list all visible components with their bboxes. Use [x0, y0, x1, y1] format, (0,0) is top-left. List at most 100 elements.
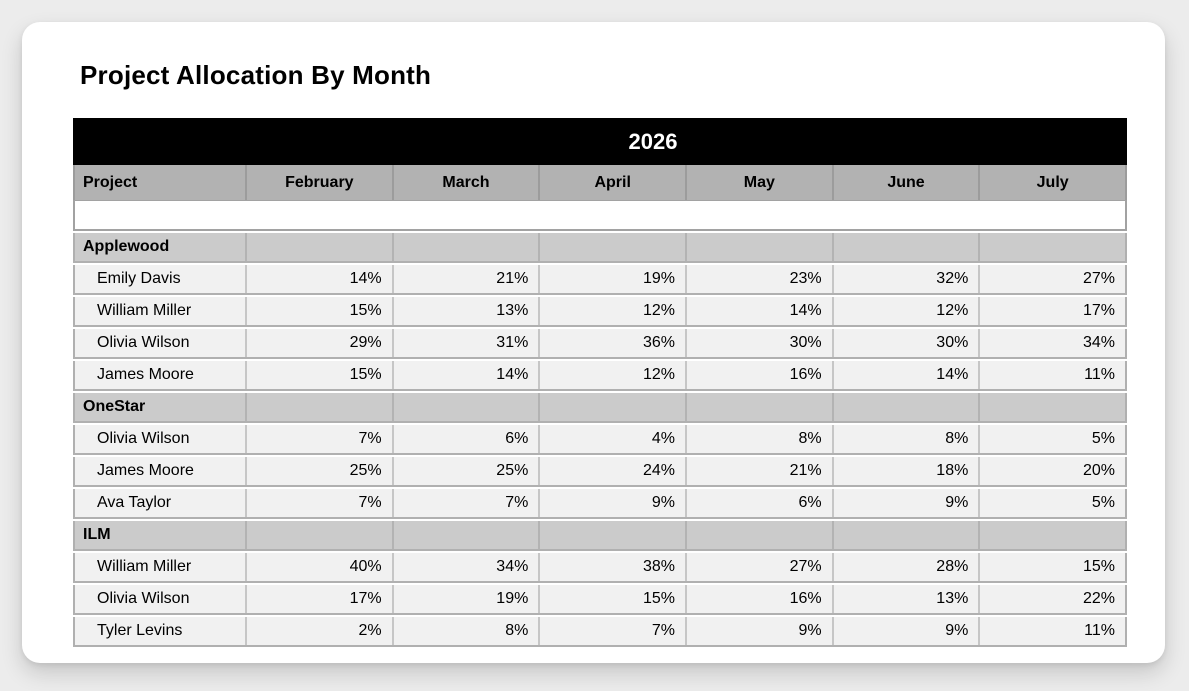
member-name-cell: Tyler Levins	[97, 622, 183, 639]
group-name-cell: ILM	[83, 526, 111, 543]
allocation-value-cell: 38%	[538, 553, 685, 581]
allocation-value-cell: 11%	[978, 361, 1125, 389]
group-empty-cell	[538, 233, 685, 261]
group-row: ILM	[73, 521, 1127, 551]
allocation-value-cell: 6%	[685, 489, 832, 517]
group-empty-cell	[685, 393, 832, 421]
member-row: Tyler Levins 2% 8% 7% 9% 9% 11%	[73, 617, 1127, 647]
allocation-value-cell: 11%	[978, 617, 1125, 645]
column-header-may: May	[685, 165, 832, 200]
allocation-value-cell: 6%	[391, 425, 539, 453]
column-header-april: April	[538, 165, 685, 200]
group-empty-cell	[245, 393, 392, 421]
allocation-value-cell: 9%	[685, 617, 832, 645]
allocation-value-cell: 14%	[245, 265, 392, 293]
year-header-band: 2026	[73, 118, 1127, 165]
allocation-value-cell: 9%	[538, 489, 685, 517]
member-name-cell: William Miller	[97, 302, 192, 319]
table-body: Applewood Emily Davis 14% 21% 19% 23% 32% 27% Wi…	[73, 233, 1127, 647]
allocation-value-cell: 27%	[978, 265, 1125, 293]
group-empty-cell	[831, 233, 979, 261]
allocation-value-cell: 28%	[831, 553, 979, 581]
allocation-value-cell: 4%	[538, 425, 685, 453]
column-header-june: June	[831, 165, 979, 200]
allocation-value-cell: 12%	[831, 297, 979, 325]
allocation-value-cell: 9%	[831, 489, 979, 517]
allocation-value-cell: 7%	[245, 489, 392, 517]
allocation-value-cell: 9%	[831, 617, 979, 645]
page-title: Project Allocation By Month	[80, 60, 432, 90]
column-header-march: March	[391, 165, 539, 200]
allocation-value-cell: 20%	[978, 457, 1125, 485]
allocation-value-cell: 15%	[245, 297, 392, 325]
group-empty-cell	[978, 393, 1125, 421]
group-empty-cell	[245, 233, 392, 261]
allocation-value-cell: 30%	[685, 329, 832, 357]
allocation-value-cell: 7%	[538, 617, 685, 645]
member-name-cell: Olivia Wilson	[97, 590, 190, 607]
allocation-value-cell: 18%	[831, 457, 979, 485]
group-empty-cell	[831, 393, 979, 421]
member-row: Olivia Wilson 29% 31% 36% 30% 30% 34%	[73, 329, 1127, 359]
content-card: Project Allocation By Month 2026 Project…	[22, 22, 1165, 663]
allocation-value-cell: 17%	[978, 297, 1125, 325]
group-empty-cell	[538, 393, 685, 421]
group-empty-cell	[391, 233, 539, 261]
allocation-value-cell: 16%	[685, 361, 832, 389]
allocation-value-cell: 24%	[538, 457, 685, 485]
allocation-value-cell: 30%	[831, 329, 979, 357]
allocation-value-cell: 23%	[685, 265, 832, 293]
group-row: OneStar	[73, 393, 1127, 423]
member-name-cell: Ava Taylor	[97, 494, 172, 511]
allocation-value-cell: 15%	[978, 553, 1125, 581]
allocation-value-cell: 34%	[391, 553, 539, 581]
member-name-cell: Olivia Wilson	[97, 430, 190, 447]
allocation-value-cell: 12%	[538, 297, 685, 325]
allocation-value-cell: 36%	[538, 329, 685, 357]
allocation-value-cell: 32%	[831, 265, 979, 293]
member-name-cell: James Moore	[97, 462, 194, 479]
member-name-cell: Emily Davis	[97, 270, 181, 287]
member-row: William Miller 40% 34% 38% 27% 28% 15%	[73, 553, 1127, 583]
column-header-row: Project February March April May June Ju…	[73, 165, 1127, 200]
member-row: Olivia Wilson 7% 6% 4% 8% 8% 5%	[73, 425, 1127, 455]
group-name-cell: Applewood	[83, 238, 170, 255]
allocation-value-cell: 2%	[245, 617, 392, 645]
allocation-value-cell: 7%	[391, 489, 539, 517]
allocation-value-cell: 31%	[391, 329, 539, 357]
group-empty-cell	[391, 393, 539, 421]
member-row: Emily Davis 14% 21% 19% 23% 32% 27%	[73, 265, 1127, 295]
allocation-value-cell: 27%	[685, 553, 832, 581]
group-empty-cell	[978, 233, 1125, 261]
allocation-value-cell: 13%	[391, 297, 539, 325]
allocation-value-cell: 5%	[978, 425, 1125, 453]
group-empty-cell	[685, 233, 832, 261]
allocation-value-cell: 14%	[685, 297, 832, 325]
column-header-project: Project	[83, 173, 138, 191]
group-empty-cell	[685, 521, 832, 549]
allocation-value-cell: 7%	[245, 425, 392, 453]
group-name-cell: OneStar	[83, 398, 146, 415]
empty-row	[73, 200, 1127, 231]
allocation-value-cell: 40%	[245, 553, 392, 581]
member-row: Ava Taylor 7% 7% 9% 6% 9% 5%	[73, 489, 1127, 519]
member-row: William Miller 15% 13% 12% 14% 12% 17%	[73, 297, 1127, 327]
allocation-value-cell: 25%	[391, 457, 539, 485]
allocation-value-cell: 19%	[391, 585, 539, 613]
group-empty-cell	[245, 521, 392, 549]
allocation-table: 2026 Project February March April May Ju…	[73, 118, 1127, 647]
allocation-value-cell: 16%	[685, 585, 832, 613]
allocation-value-cell: 22%	[978, 585, 1125, 613]
allocation-value-cell: 19%	[538, 265, 685, 293]
group-empty-cell	[831, 521, 979, 549]
allocation-value-cell: 14%	[831, 361, 979, 389]
group-empty-cell	[978, 521, 1125, 549]
allocation-value-cell: 12%	[538, 361, 685, 389]
allocation-value-cell: 5%	[978, 489, 1125, 517]
allocation-value-cell: 8%	[831, 425, 979, 453]
allocation-value-cell: 25%	[245, 457, 392, 485]
group-row: Applewood	[73, 233, 1127, 263]
column-header-july: July	[978, 165, 1125, 200]
member-name-cell: James Moore	[97, 366, 194, 383]
